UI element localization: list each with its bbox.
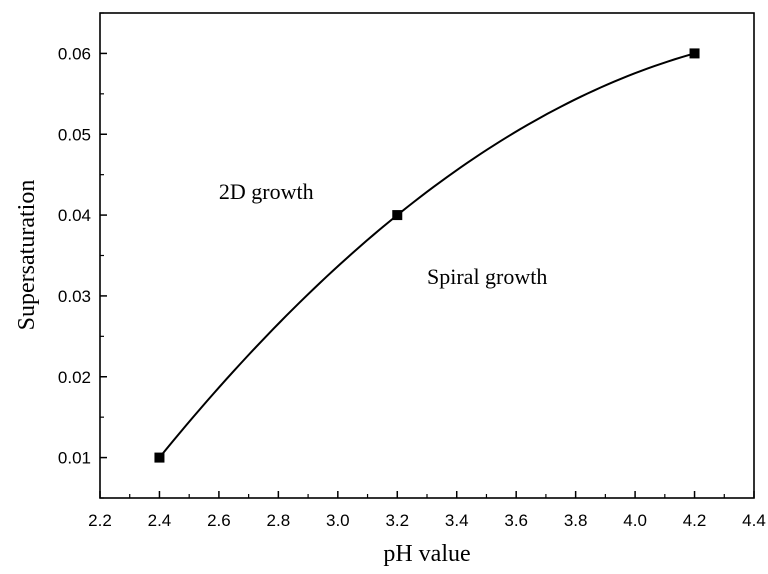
x-tick-label: 2.8 — [267, 511, 291, 530]
y-axis: 0.01 0.02 0.03 0.04 0.05 0.06 — [58, 12, 107, 499]
y-tick-label: 0.06 — [58, 44, 91, 63]
x-tick-label: 2.2 — [88, 511, 112, 530]
y-tick-label: 0.05 — [58, 125, 91, 144]
x-axis: 2.2 2.4 2.6 2.8 3.0 3.2 3.4 3.6 3.8 4.0 4.2 4.4 — [88, 491, 766, 530]
y-tick-label: 0.02 — [58, 368, 91, 387]
y-tick-label: 0.03 — [58, 287, 91, 306]
region-label: 2D growth — [219, 179, 314, 204]
x-tick-label: 3.0 — [326, 511, 350, 530]
x-tick-label: 2.4 — [148, 511, 172, 530]
y-tick-label: 0.01 — [58, 449, 91, 468]
data-point-marker — [392, 210, 403, 221]
x-tick-label: 4.4 — [742, 511, 766, 530]
plot-frame — [99, 12, 755, 499]
x-tick-label: 4.0 — [623, 511, 647, 530]
y-tick-label: 0.04 — [58, 206, 91, 225]
x-tick-label: 4.2 — [683, 511, 707, 530]
data-point-marker — [154, 452, 165, 463]
series-markers — [154, 48, 700, 463]
x-axis-title: pH value — [383, 541, 470, 567]
x-tick-label: 3.2 — [385, 511, 409, 530]
x-tick-label: 2.6 — [207, 511, 231, 530]
x-tick-label: 3.4 — [445, 511, 469, 530]
region-label: Spiral growth — [427, 264, 547, 289]
x-tick-label: 3.8 — [564, 511, 588, 530]
x-tick-label: 3.6 — [504, 511, 528, 530]
y-axis-title: Supersaturation — [14, 180, 40, 331]
annotations: 2D growth Spiral growth — [219, 179, 547, 289]
series-line — [158, 52, 695, 459]
data-point-marker — [689, 48, 700, 59]
